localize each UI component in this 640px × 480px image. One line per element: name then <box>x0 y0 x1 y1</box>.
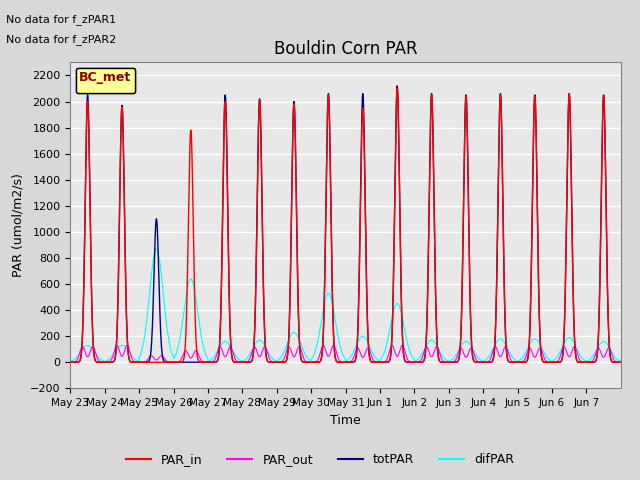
X-axis label: Time: Time <box>330 414 361 427</box>
Legend: PAR_in, PAR_out, totPAR, difPAR: PAR_in, PAR_out, totPAR, difPAR <box>121 448 519 471</box>
Text: No data for f_zPAR1: No data for f_zPAR1 <box>6 14 116 25</box>
Text: No data for f_zPAR2: No data for f_zPAR2 <box>6 34 116 45</box>
Y-axis label: PAR (umol/m2/s): PAR (umol/m2/s) <box>12 173 24 277</box>
Legend:  <box>76 68 135 93</box>
Title: Bouldin Corn PAR: Bouldin Corn PAR <box>274 40 417 58</box>
